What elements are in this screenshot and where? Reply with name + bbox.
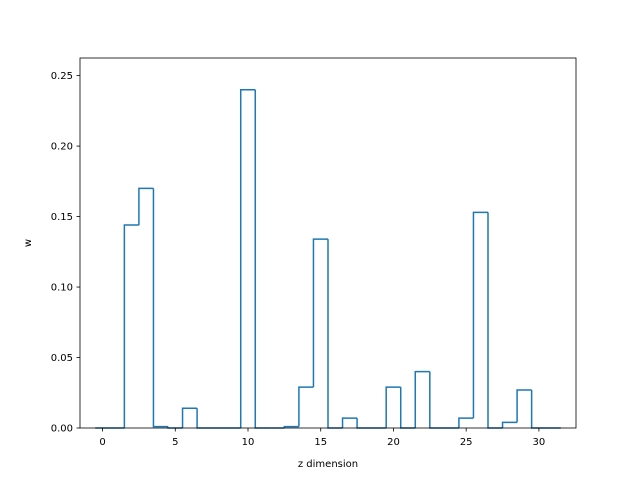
bar-step-15 [312, 238, 328, 388]
y-tick-label: 0.20 [51, 142, 73, 153]
y-tick-label: 0.15 [51, 212, 73, 223]
y-tick-label: 0.00 [51, 424, 73, 435]
bar-step-10 [239, 88, 256, 428]
bar-step-22 [414, 370, 430, 428]
bar-step-13 [283, 425, 299, 428]
plot-frame [79, 57, 577, 429]
bar-step-2 [123, 224, 139, 428]
y-axis: 0.00 0.05 0.10 0.15 0.20 0.25 [51, 71, 80, 435]
bar-step-14 [298, 386, 314, 427]
x-tick-label: 15 [314, 437, 327, 448]
x-tick-label: 10 [242, 437, 255, 448]
bar-step-4 [152, 188, 168, 428]
x-tick-label: 20 [387, 437, 400, 448]
bar-step-3 [138, 187, 154, 226]
x-axis-label: z dimension [298, 459, 358, 470]
bar-step-6 [181, 407, 198, 428]
bar-step-26 [472, 211, 488, 419]
y-tick-label: 0.05 [51, 353, 73, 364]
x-axis: 0 5 10 15 20 25 30 [99, 428, 545, 448]
y-axis-label: w [23, 239, 34, 247]
bar-step-20 [385, 386, 401, 428]
x-tick-label: 30 [533, 437, 546, 448]
y-tick-label: 0.10 [51, 283, 73, 294]
bar-step-28 [501, 421, 518, 428]
bar-step-17 [341, 417, 358, 428]
bar-step-25 [458, 417, 474, 428]
x-tick-label: 25 [460, 437, 473, 448]
x-tick-label: 0 [99, 437, 105, 448]
x-tick-label: 5 [172, 437, 178, 448]
bar-step-29 [516, 389, 532, 423]
y-tick-label: 0.25 [51, 71, 73, 82]
